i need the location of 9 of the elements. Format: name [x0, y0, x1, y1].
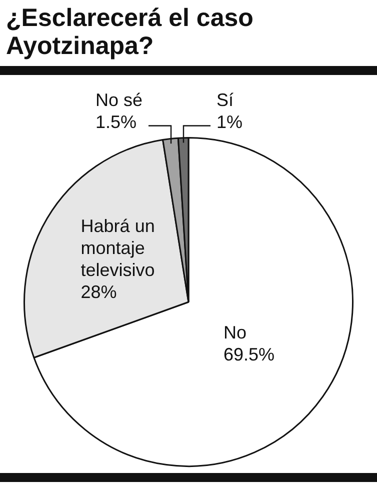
data-label: 1% [216, 112, 243, 132]
chart-title: ¿Esclarecerá el caso Ayotzinapa? [5, 3, 254, 60]
data-label: 28% [80, 282, 117, 302]
data-label: 1.5% [95, 112, 137, 132]
slice-label: No sé [95, 90, 143, 110]
data-label: 69.5% [223, 344, 274, 364]
slice-label: Habrá un montaje televisivo [80, 216, 155, 280]
slice-label: Sí [216, 90, 234, 110]
slice-label: No [223, 322, 246, 342]
